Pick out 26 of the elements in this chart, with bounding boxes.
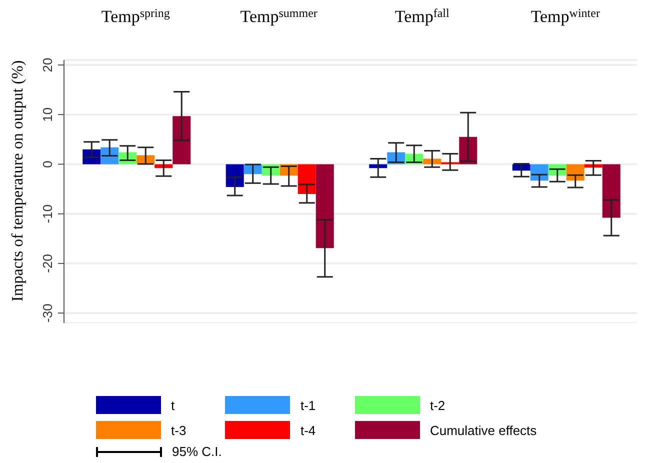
text: 95% C.I. xyxy=(172,444,222,459)
x-tick-label: Temp$^{spring}$ xyxy=(101,6,170,26)
x-tick-label: Temp$^{winter}$ xyxy=(530,6,600,26)
y-tick-label: -30 xyxy=(40,304,55,322)
legend-label: t-1 xyxy=(300,398,316,412)
bar xyxy=(584,164,602,168)
bar xyxy=(154,164,173,168)
legend-label: t-2 xyxy=(430,398,446,412)
x-tick-label: Temp$^{summer}$ xyxy=(240,6,318,26)
y-tick-label: 0 xyxy=(40,160,55,168)
y-axis-title: Impacts of temperature on output (%) xyxy=(10,60,27,302)
bar xyxy=(316,164,334,248)
legend-label: Cumulative effects xyxy=(430,422,537,438)
legend-label: t-3 xyxy=(171,422,186,438)
y-tick-label: -20 xyxy=(40,254,55,273)
y-tick-label: 20 xyxy=(40,58,55,72)
legend-label: t-4 xyxy=(300,422,316,438)
y-tick-label: 10 xyxy=(40,107,55,122)
y-tick-label: -10 xyxy=(40,204,55,224)
x-tick-label: Temp$^{fall}$ xyxy=(394,6,450,26)
bar xyxy=(602,164,620,218)
bar xyxy=(172,116,191,164)
bar xyxy=(226,164,244,188)
legend-label: t xyxy=(171,398,175,412)
bar xyxy=(423,158,442,164)
bar xyxy=(369,164,388,168)
